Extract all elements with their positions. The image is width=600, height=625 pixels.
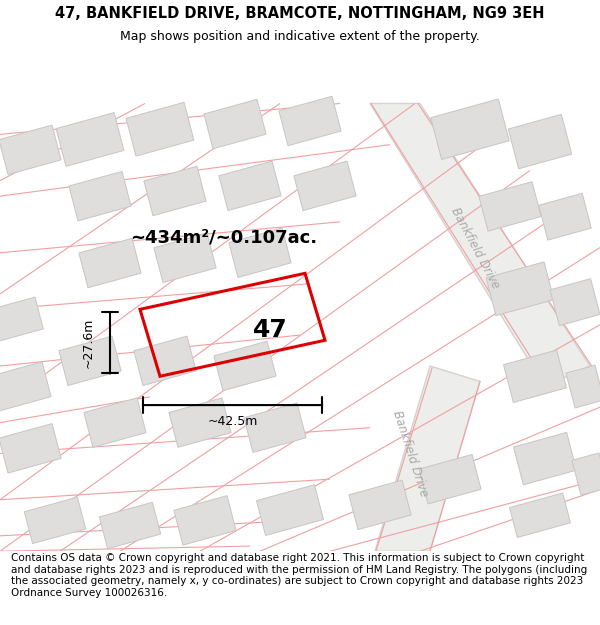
Polygon shape bbox=[144, 166, 206, 216]
Polygon shape bbox=[509, 493, 571, 538]
Polygon shape bbox=[486, 262, 554, 316]
Text: Map shows position and indicative extent of the property.: Map shows position and indicative extent… bbox=[120, 30, 480, 43]
Polygon shape bbox=[69, 171, 131, 221]
Polygon shape bbox=[214, 341, 276, 391]
Polygon shape bbox=[134, 336, 196, 386]
Polygon shape bbox=[0, 125, 61, 174]
Polygon shape bbox=[24, 497, 86, 544]
Polygon shape bbox=[294, 161, 356, 211]
Polygon shape bbox=[0, 297, 43, 343]
Polygon shape bbox=[99, 503, 161, 549]
Polygon shape bbox=[126, 102, 194, 156]
Polygon shape bbox=[56, 112, 124, 166]
Polygon shape bbox=[349, 480, 411, 529]
Text: ~27.6m: ~27.6m bbox=[82, 318, 95, 368]
Polygon shape bbox=[503, 350, 566, 403]
Polygon shape bbox=[84, 398, 146, 448]
Polygon shape bbox=[204, 99, 266, 149]
Polygon shape bbox=[229, 228, 291, 278]
Polygon shape bbox=[219, 161, 281, 211]
Text: ~434m²/~0.107ac.: ~434m²/~0.107ac. bbox=[130, 228, 317, 246]
Text: 47, BANKFIELD DRIVE, BRAMCOTE, NOTTINGHAM, NG9 3EH: 47, BANKFIELD DRIVE, BRAMCOTE, NOTTINGHA… bbox=[55, 6, 545, 21]
Text: Bankfield Drive: Bankfield Drive bbox=[448, 205, 502, 291]
Polygon shape bbox=[174, 496, 236, 545]
Polygon shape bbox=[169, 398, 231, 448]
Text: 47: 47 bbox=[253, 318, 287, 342]
Polygon shape bbox=[539, 193, 591, 240]
Polygon shape bbox=[479, 182, 541, 231]
Text: ~42.5m: ~42.5m bbox=[208, 415, 257, 428]
Polygon shape bbox=[514, 432, 577, 485]
Polygon shape bbox=[370, 104, 590, 386]
Polygon shape bbox=[566, 365, 600, 408]
Polygon shape bbox=[419, 454, 481, 504]
Polygon shape bbox=[59, 336, 121, 386]
Text: Bankfield Drive: Bankfield Drive bbox=[390, 409, 430, 498]
Polygon shape bbox=[79, 238, 141, 288]
Polygon shape bbox=[154, 233, 216, 282]
Polygon shape bbox=[550, 279, 600, 326]
Polygon shape bbox=[508, 114, 572, 169]
Polygon shape bbox=[431, 99, 509, 159]
Polygon shape bbox=[0, 424, 61, 473]
Polygon shape bbox=[572, 453, 600, 495]
Polygon shape bbox=[244, 403, 306, 452]
Polygon shape bbox=[0, 362, 51, 411]
Text: Contains OS data © Crown copyright and database right 2021. This information is : Contains OS data © Crown copyright and d… bbox=[11, 553, 587, 598]
Polygon shape bbox=[375, 366, 480, 551]
Polygon shape bbox=[279, 96, 341, 146]
Polygon shape bbox=[256, 484, 323, 536]
